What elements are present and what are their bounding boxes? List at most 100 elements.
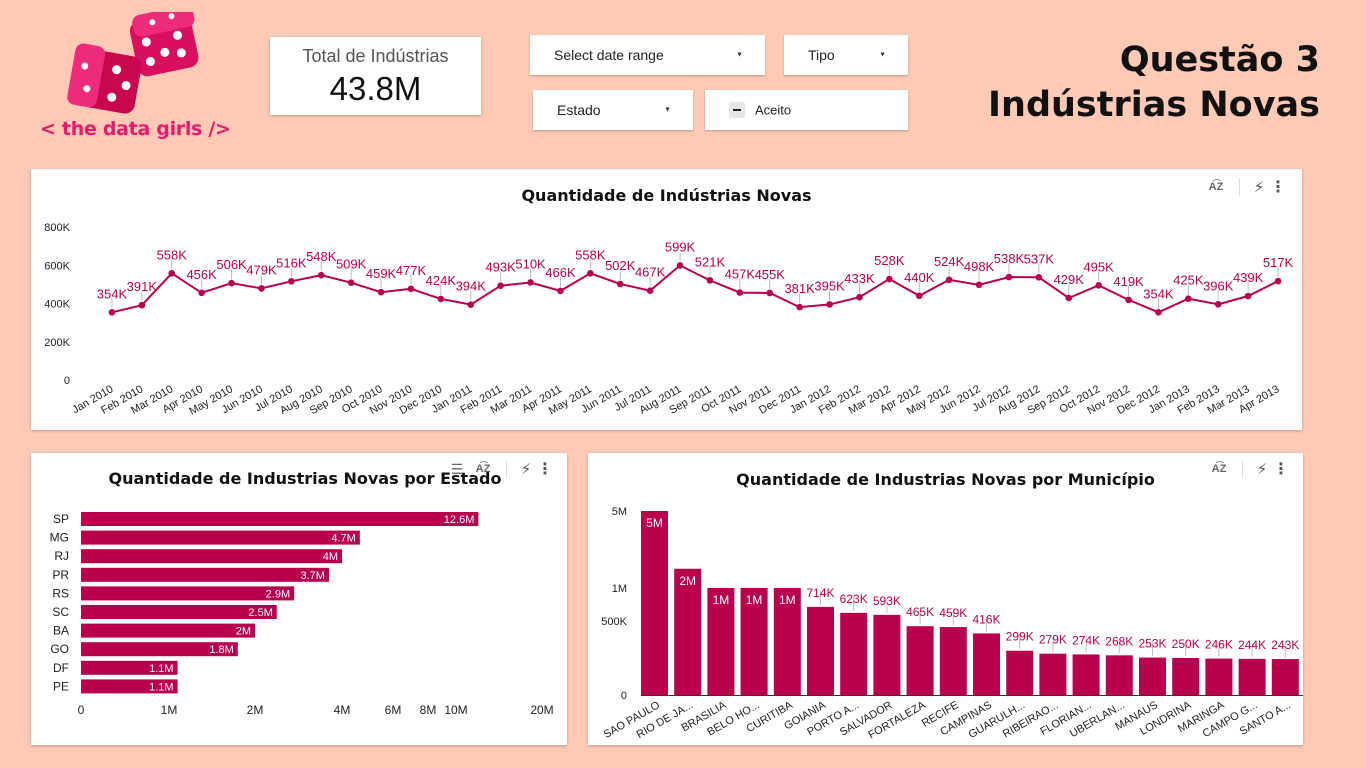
bar-value-label: 244K: [1238, 638, 1266, 652]
indeterminate-checkbox-icon[interactable]: [729, 102, 745, 118]
aceito-checkbox-control[interactable]: Aceito: [705, 90, 908, 130]
more-vert-icon[interactable]: ⋮: [1270, 179, 1286, 196]
toolbar-divider: [506, 460, 507, 478]
data-label: 558K: [157, 247, 188, 262]
bar: [1105, 655, 1133, 695]
x-tick-label: 1M: [161, 703, 178, 717]
more-vert-icon[interactable]: ⋮: [537, 461, 553, 478]
data-label: 466K: [545, 265, 576, 280]
category-label: PR: [52, 568, 69, 582]
bar: [81, 642, 238, 657]
bolt-icon[interactable]: ⚡: [1256, 461, 1268, 478]
bar-value-label: 465K: [906, 605, 934, 619]
data-label: 528K: [874, 253, 905, 268]
sort-az-icon[interactable]: A͡Z: [475, 463, 491, 475]
dice-logo-icon: [67, 5, 199, 114]
sort-az-icon[interactable]: A͡Z: [1211, 463, 1227, 475]
y-tick-label: 500K: [601, 616, 627, 628]
data-point: [975, 281, 983, 289]
data-label: 495K: [1083, 259, 1114, 274]
data-label: 425K: [1173, 273, 1204, 288]
line-chart-card: Quantidade de Indústrias Novas A͡Z ⚡ ⋮ 0…: [31, 169, 1302, 430]
more-vert-icon[interactable]: ⋮: [1273, 461, 1289, 478]
sort-az-icon[interactable]: A͡Z: [1208, 181, 1224, 193]
bar-value-label: 1.8M: [209, 644, 233, 656]
estado-filter-dropdown[interactable]: Estado ▼: [533, 90, 693, 130]
bar-value-label: 416K: [972, 612, 1000, 626]
data-point: [557, 287, 564, 295]
bar: [773, 588, 801, 695]
x-tick-label: 10M: [444, 703, 467, 717]
category-label: RJ: [54, 549, 69, 563]
bar-value-label: 4.7M: [331, 533, 355, 545]
y-tick-label: 800K: [44, 222, 70, 234]
x-tick-label: 4M: [334, 703, 351, 717]
data-point: [1005, 273, 1013, 281]
bar-value-label: 1.1M: [149, 681, 173, 693]
data-label: 517K: [1263, 255, 1294, 270]
bar: [840, 612, 868, 695]
data-point: [437, 295, 445, 303]
line-chart-title: Quantidade de Indústrias Novas: [521, 186, 812, 205]
y-tick-label: 600K: [44, 260, 70, 272]
tipo-filter-dropdown[interactable]: Tipo ▼: [784, 35, 908, 75]
category-label: PE: [53, 679, 69, 693]
data-label: 433K: [844, 271, 875, 286]
x-tick-label: 0: [78, 703, 85, 717]
y-tick-label: 0: [621, 690, 627, 702]
bar: [807, 606, 834, 695]
page-title-line2: Indústrias Novas: [988, 85, 1320, 125]
data-label: 395K: [814, 278, 845, 293]
bar: [1139, 657, 1166, 695]
bolt-icon[interactable]: ⚡: [1253, 179, 1265, 196]
data-point: [736, 289, 744, 296]
bar-value-label: 253K: [1138, 637, 1166, 651]
data-point: [1274, 277, 1282, 285]
x-tick-label: 20M: [530, 703, 553, 717]
data-label: 537K: [1024, 251, 1055, 266]
bar: [939, 627, 967, 695]
bar: [674, 568, 702, 695]
bar: [873, 614, 901, 695]
data-label: 498K: [964, 259, 995, 274]
data-label: 354K: [1143, 286, 1174, 301]
bar-value-label: 1M: [746, 593, 763, 607]
data-point: [108, 308, 116, 316]
data-point: [1125, 296, 1132, 304]
data-point: [198, 289, 205, 297]
y-tick-label: 1M: [612, 583, 627, 595]
bar-value-label: 623K: [840, 592, 868, 606]
date-range-control[interactable]: Select date range ▼: [530, 35, 765, 75]
category-label: DF: [53, 661, 69, 675]
aceito-label: Aceito: [755, 102, 792, 118]
tune-icon[interactable]: ☰: [450, 460, 464, 477]
data-point: [886, 275, 893, 283]
data-point: [826, 301, 833, 308]
data-point: [377, 288, 385, 296]
scorecard-value: 43.8M: [329, 70, 422, 107]
data-label: 509K: [336, 257, 367, 272]
page-title: Questão 3 Indústrias Novas: [988, 38, 1320, 128]
data-label: 424K: [426, 273, 457, 288]
data-label: 479K: [246, 262, 277, 277]
data-point: [317, 271, 325, 279]
bolt-icon[interactable]: ⚡: [520, 461, 532, 478]
category-label: GO: [50, 642, 69, 656]
data-label: 524K: [934, 254, 965, 269]
data-point: [1214, 300, 1222, 308]
category-label: BA: [53, 624, 69, 638]
dropdown-caret-icon: ▼: [879, 51, 886, 59]
category-label: SP: [53, 512, 69, 526]
bar: [81, 586, 295, 601]
bar-value-label: 2.9M: [266, 588, 290, 600]
estado-chart-title: Quantidade de Industrias Novas por Estad…: [108, 469, 502, 488]
scorecard-total: Total de Indústrias 43.8M: [270, 37, 481, 115]
bar: [81, 605, 277, 619]
bar-value-label: 246K: [1205, 638, 1233, 652]
data-point: [168, 269, 176, 277]
data-label: 477K: [396, 263, 427, 278]
bar-value-label: 12.6M: [444, 514, 475, 526]
data-label: 548K: [306, 249, 337, 264]
